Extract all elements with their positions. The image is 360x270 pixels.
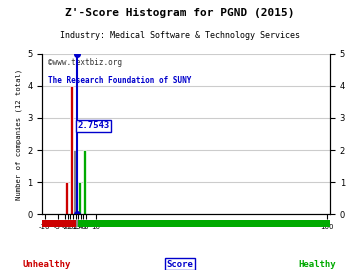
Text: Score: Score xyxy=(167,260,193,269)
Text: Healthy: Healthy xyxy=(298,260,336,269)
Bar xyxy=(65,182,68,214)
Bar xyxy=(83,150,86,214)
Bar xyxy=(78,220,330,227)
Text: 2.7543: 2.7543 xyxy=(78,122,110,130)
Bar xyxy=(76,220,78,227)
Y-axis label: Number of companies (12 total): Number of companies (12 total) xyxy=(15,68,22,200)
Bar xyxy=(71,86,73,214)
Bar xyxy=(73,150,76,214)
Text: Industry: Medical Software & Technology Services: Industry: Medical Software & Technology … xyxy=(60,31,300,40)
Text: ©www.textbiz.org: ©www.textbiz.org xyxy=(48,58,122,68)
Bar xyxy=(42,220,76,227)
Text: The Research Foundation of SUNY: The Research Foundation of SUNY xyxy=(48,76,191,85)
Text: Unhealthy: Unhealthy xyxy=(23,260,71,269)
Bar xyxy=(78,182,81,214)
Text: Z'-Score Histogram for PGND (2015): Z'-Score Histogram for PGND (2015) xyxy=(65,8,295,18)
